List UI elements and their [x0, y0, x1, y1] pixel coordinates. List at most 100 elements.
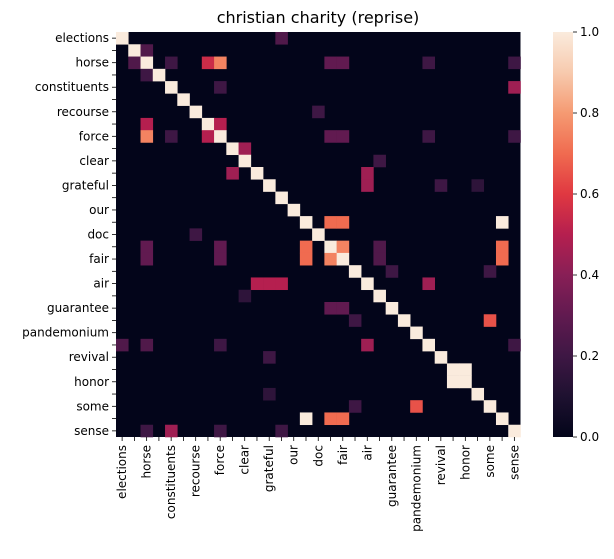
heatmap-cell [483, 400, 497, 413]
y-tick-label: recourse [57, 105, 109, 119]
heatmap-cell [422, 130, 435, 143]
heatmap-cell [140, 56, 154, 70]
heatmap-cell [177, 93, 190, 106]
heatmap-cell [165, 56, 178, 70]
y-tick-label: some [76, 399, 109, 413]
heatmap-cell [214, 56, 227, 70]
heatmap-cell [508, 130, 521, 143]
x-tick-label: constituents [164, 445, 178, 519]
heatmap-cell [336, 252, 350, 266]
x-tick-label: doc [311, 445, 325, 467]
heatmap-cell [324, 216, 337, 229]
x-tick-label: sense [507, 445, 521, 480]
heatmap-cell [226, 142, 239, 156]
heatmap-cell [434, 179, 448, 192]
heatmap-cell [275, 424, 288, 438]
heatmap-cell [299, 240, 313, 254]
x-tick-label: honor [458, 445, 472, 480]
heatmap-cell [495, 252, 509, 266]
heatmap-cell [373, 154, 386, 168]
heatmap-cell [312, 228, 325, 241]
colorbar [553, 32, 573, 437]
x-tick-label: pandemonium [409, 445, 423, 532]
y-tick-label: elections [55, 31, 109, 45]
heatmap-cell [201, 56, 215, 70]
heatmap-cell [165, 81, 178, 94]
heatmap-cell [165, 424, 178, 438]
heatmap-cell [385, 265, 399, 278]
x-tick-label: guarantee [385, 445, 399, 507]
heatmap-cell [116, 338, 129, 352]
y-tick-label: constituents [35, 80, 109, 94]
y-tick-label: pandemonium [22, 326, 109, 340]
heatmap-cell [348, 265, 362, 278]
y-tick-label: force [79, 129, 109, 143]
heatmap-cell [508, 424, 521, 438]
heatmap-cell [299, 252, 313, 266]
colorbar-tick-label: 0.6 [580, 187, 599, 201]
y-tick-label: honor [74, 375, 109, 389]
colorbar-ticks: 0.0 0.2 0.4 0.6 0.8 1.0 [573, 25, 599, 444]
heatmap-cell [140, 240, 154, 254]
heatmap-cell [361, 338, 374, 352]
heatmap-cell [483, 314, 497, 327]
heatmap-cell [348, 314, 362, 327]
heatmap-cell [348, 400, 362, 413]
heatmap-cell [361, 179, 374, 192]
heatmap-cell [238, 289, 252, 303]
heatmap-cell [214, 240, 227, 254]
heatmap-cell [324, 412, 337, 426]
heatmap-cell [508, 338, 521, 352]
heatmap-cell [483, 265, 497, 278]
heatmap-cell [336, 240, 350, 254]
heatmap-cell [459, 375, 472, 389]
heatmap-cell [238, 154, 252, 168]
heatmap-cell [422, 56, 435, 70]
y-axis-ticks: elections horse constituents recourse force c… [22, 31, 116, 438]
heatmap-cell [128, 56, 141, 70]
x-tick-label: recourse [189, 445, 203, 497]
y-tick-label: sense [74, 424, 109, 438]
x-tick-label: fair [336, 445, 350, 465]
heatmap-cell [495, 240, 509, 254]
chart-title: christian charity (reprise) [217, 8, 420, 27]
x-axis-ticks: elections horse constituents recourse force c… [115, 437, 521, 532]
heatmap-cell [361, 167, 374, 180]
heatmap-cell [336, 412, 350, 426]
heatmap-cell [324, 130, 337, 143]
x-tick-label: some [483, 445, 497, 478]
heatmap-cell [250, 167, 264, 180]
heatmap-cell [299, 412, 313, 426]
heatmap-cell [422, 277, 435, 291]
heatmap-cell [128, 44, 141, 57]
heatmap-cell [140, 252, 154, 266]
heatmap-cell [263, 387, 276, 401]
x-tick-label: revival [434, 445, 448, 485]
heatmap-cell [385, 302, 399, 315]
heatmap-cell [189, 228, 203, 241]
heatmap-cell [397, 314, 411, 327]
heatmap-cell [250, 277, 264, 291]
heatmap-cell [434, 351, 448, 364]
heatmap-cell [275, 191, 288, 205]
y-tick-label: clear [79, 154, 109, 168]
x-tick-label: our [287, 445, 301, 465]
heatmap-cell [336, 130, 350, 143]
heatmap-cell [152, 68, 166, 82]
heatmap-cell [214, 81, 227, 94]
heatmap-cell [201, 117, 215, 131]
heatmap-cell [140, 68, 154, 82]
heatmap-cell [287, 203, 301, 217]
heatmap-cells [116, 32, 521, 438]
heatmap-cell [508, 81, 521, 94]
heatmap-cell [336, 302, 350, 315]
x-tick-label: grateful [262, 445, 276, 492]
colorbar-tick-label: 0.4 [580, 268, 599, 282]
x-tick-label: force [213, 445, 227, 475]
heatmap-cell [459, 363, 472, 376]
heatmap-cell [495, 216, 509, 229]
heatmap-cell [324, 240, 337, 254]
heatmap-cell [140, 117, 154, 131]
heatmap-cell [508, 56, 521, 70]
